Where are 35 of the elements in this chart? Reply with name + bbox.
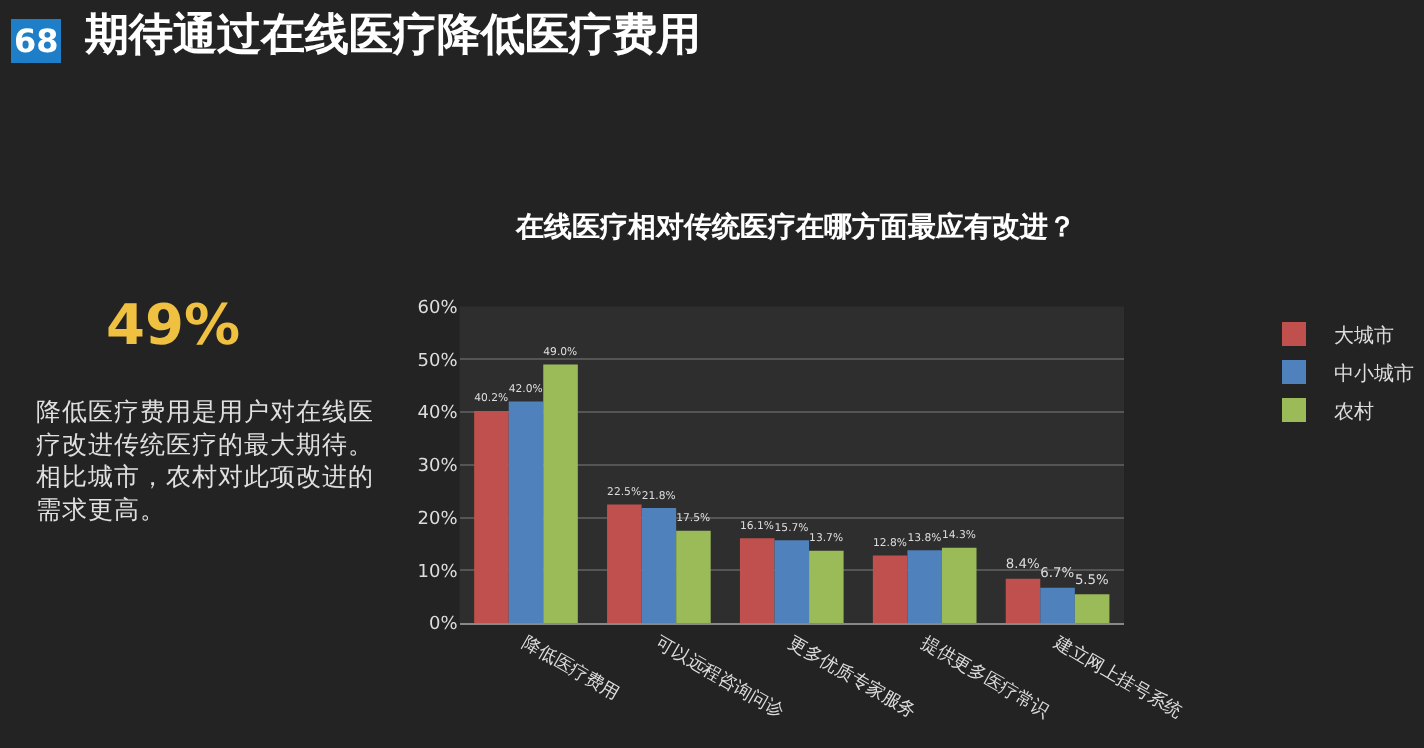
bar xyxy=(508,401,544,624)
y-tick-label: 0% xyxy=(428,615,459,636)
bar xyxy=(607,504,642,624)
legend-label: 中小城市 xyxy=(1334,361,1414,386)
y-tick-label: 20% xyxy=(417,509,459,530)
y-tick-label: 10% xyxy=(417,562,459,583)
bar xyxy=(1005,578,1041,624)
bar xyxy=(907,550,942,624)
bar xyxy=(474,410,509,624)
chart-title: 期待通过在线医疗降低医疗费用 xyxy=(83,11,702,62)
legend-label: 农村 xyxy=(1334,399,1374,424)
x-tick-label: 可以远程咨询问诊 xyxy=(651,631,788,723)
text: 68 xyxy=(14,22,59,60)
text: 降低医疗费用是用户对在线医疗改进传统医疗的最大期待。相比城市，农村对此项改进的需求更高。 xyxy=(36,396,374,524)
legend-label: 大城市 xyxy=(1334,323,1394,348)
bar xyxy=(774,540,810,624)
bar xyxy=(872,555,908,624)
bar xyxy=(809,550,844,624)
bar xyxy=(739,538,775,624)
chart-subtitle: 在线医疗相对传统医疗在哪方面最应有改进？ xyxy=(514,210,1076,244)
y-tick-label: 50% xyxy=(417,351,459,372)
bar xyxy=(1074,594,1110,624)
x-tick-label: 降低医疗费用 xyxy=(518,631,624,705)
y-tick-label: 60% xyxy=(417,298,459,319)
bar xyxy=(641,508,677,624)
bar xyxy=(543,364,578,624)
bar xyxy=(941,547,977,624)
text: 49% xyxy=(106,292,241,358)
y-tick-label: 30% xyxy=(417,457,459,478)
x-tick-label: 更多优质专家服务 xyxy=(784,631,920,723)
bar xyxy=(1040,587,1075,624)
bar xyxy=(676,530,711,624)
x-tick-label: 提供更多医疗常识 xyxy=(917,631,1053,723)
y-tick-label: 40% xyxy=(417,404,459,425)
x-tick-label: 建立网上挂号系统 xyxy=(1048,630,1186,723)
